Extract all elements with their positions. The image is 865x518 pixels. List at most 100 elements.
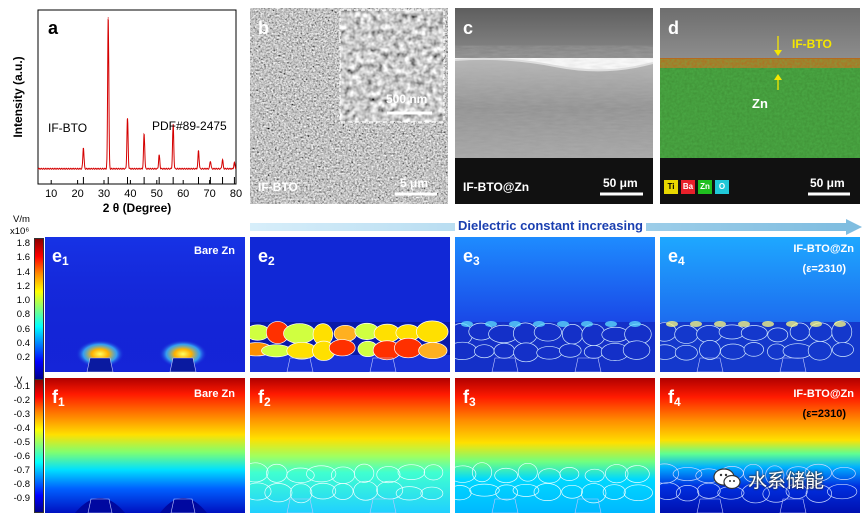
panel-label-d: d	[668, 18, 679, 38]
colorbar-tick-label: 1.0	[16, 295, 30, 306]
field-hotspot	[629, 321, 641, 327]
colorbar-f-gradient	[34, 379, 44, 513]
panel-label-f1: f1	[52, 387, 65, 409]
particle	[832, 342, 854, 357]
panel-label-c: c	[463, 18, 474, 38]
sim-title-e1: Bare Zn	[194, 245, 235, 257]
particle	[517, 462, 538, 482]
particle	[804, 463, 832, 482]
xrd-peak-point	[82, 148, 85, 150]
xrd-peak-point	[143, 134, 145, 136]
field-sim-e4: e4 IF-BTO@Zn (ε=2310)	[660, 237, 860, 372]
field-sim-e1: e1 Bare Zn	[45, 237, 245, 372]
particle	[423, 464, 444, 481]
colorbar-e-unit: V/m	[13, 214, 30, 225]
particle	[786, 466, 811, 481]
particle	[807, 341, 832, 361]
particle	[622, 340, 651, 360]
sem-cross-section-panel-c: c IF-BTO@Zn 50 μm	[455, 8, 653, 204]
colorbar-tick-label: 1.2	[16, 280, 30, 292]
colorbar-tick-label: 1.8	[16, 238, 30, 249]
xrd-peak-point	[126, 119, 129, 121]
potential-sim-f3: f3	[455, 378, 655, 513]
particle	[672, 467, 703, 481]
colorbar-tick-label: -0.6	[13, 451, 30, 462]
field-hotspot	[557, 321, 569, 327]
xrd-plot-frame	[37, 9, 237, 185]
particle	[471, 462, 493, 483]
field-hotspot	[666, 321, 678, 327]
watermark: 水系储能	[712, 466, 824, 492]
particle	[767, 327, 789, 343]
particle	[512, 483, 540, 497]
sim-subtitle-f4: (ε=2310)	[802, 408, 846, 420]
particle	[309, 482, 337, 500]
colorbar-e-gradient	[34, 238, 44, 380]
xrd-peak-point	[172, 125, 174, 127]
field-sim-e2: e2	[250, 237, 450, 372]
watermark-text: 水系储能	[748, 469, 825, 492]
colorbar-tick-label: -0.9	[13, 493, 30, 504]
particle	[720, 343, 747, 360]
panel-label-f3: f3	[463, 387, 476, 409]
dielectric-arrow-label: Dielectric constant increasing	[455, 218, 646, 233]
particle	[741, 483, 770, 504]
sample-tag-c: IF-BTO@Zn	[463, 180, 530, 194]
colorbar-tick-label: 0.2	[16, 352, 30, 363]
sample-tag-b: IF-BTO	[258, 180, 298, 194]
zn-protrusion	[286, 498, 314, 513]
particle	[397, 464, 426, 480]
particle	[559, 343, 582, 358]
field-hotspot	[605, 321, 617, 327]
particle	[674, 325, 699, 344]
colorbar-tick-label: -0.2	[13, 395, 30, 406]
colorbar-f-unit: V	[16, 375, 23, 386]
zn-protrusion	[696, 357, 724, 372]
particle	[805, 484, 833, 503]
xrd-chart: 10 20 30 40 50 60 70 80 2 θ (Degree) Intensity (a…	[11, 9, 242, 215]
field-hotspot	[810, 321, 822, 327]
colorbar-tick-label: 0.6	[16, 323, 30, 335]
particle	[674, 344, 698, 361]
particle	[604, 464, 629, 484]
field-hotspot	[581, 321, 593, 327]
panel-label-a: a	[48, 18, 59, 38]
particle	[675, 485, 700, 502]
panel-label-f2: f2	[258, 387, 271, 409]
particle	[306, 465, 337, 483]
sem-inset-scale-label: 500 nm	[386, 92, 428, 106]
colorbar-tick-label: 0.8	[16, 309, 30, 321]
xrd-x-tick-label: 10	[45, 188, 57, 200]
sim-title-f4: IF-BTO@Zn	[793, 388, 854, 400]
panel-label-e3: e3	[463, 246, 480, 268]
particle	[602, 484, 626, 500]
dielectric-arrow: Dielectric constant increasing	[250, 218, 862, 235]
particle	[494, 467, 518, 484]
zn-protrusion	[779, 498, 807, 513]
particle	[832, 466, 856, 480]
field-sim-e3: e3	[455, 237, 655, 372]
xrd-x-axis-label: 2 θ (Degree)	[103, 201, 172, 215]
scale-label-b: 5 μm	[400, 176, 429, 190]
particle	[455, 465, 477, 483]
particle	[416, 320, 449, 343]
xrd-x-tick-label: 40	[124, 188, 136, 200]
panel-label-e1: e1	[52, 246, 69, 268]
particle	[561, 324, 584, 345]
particle	[286, 467, 315, 484]
xrd-peak-point	[107, 17, 109, 19]
colorbar-e-multiplier: x10⁶	[10, 226, 30, 237]
colorbar-tick-label: -0.4	[13, 423, 30, 434]
field-hotspot	[738, 321, 750, 327]
zn-protrusion	[369, 498, 397, 513]
particle	[283, 323, 316, 344]
particle	[660, 482, 681, 500]
zn-protrusion	[491, 357, 519, 372]
field-hotspot	[533, 321, 545, 327]
particle	[513, 342, 539, 363]
xrd-annotation-sample: IF-BTO	[48, 121, 87, 135]
colorbar-f: V -0.1 -0.2 -0.3 -0.4 -0.5 -0.6 -0.7 -0.8 -0.9	[0, 375, 45, 515]
sim-title-e4: IF-BTO@Zn	[793, 243, 854, 255]
colorbar-tick-label: -0.7	[13, 465, 30, 476]
xrd-x-tick-label: 60	[177, 188, 189, 200]
